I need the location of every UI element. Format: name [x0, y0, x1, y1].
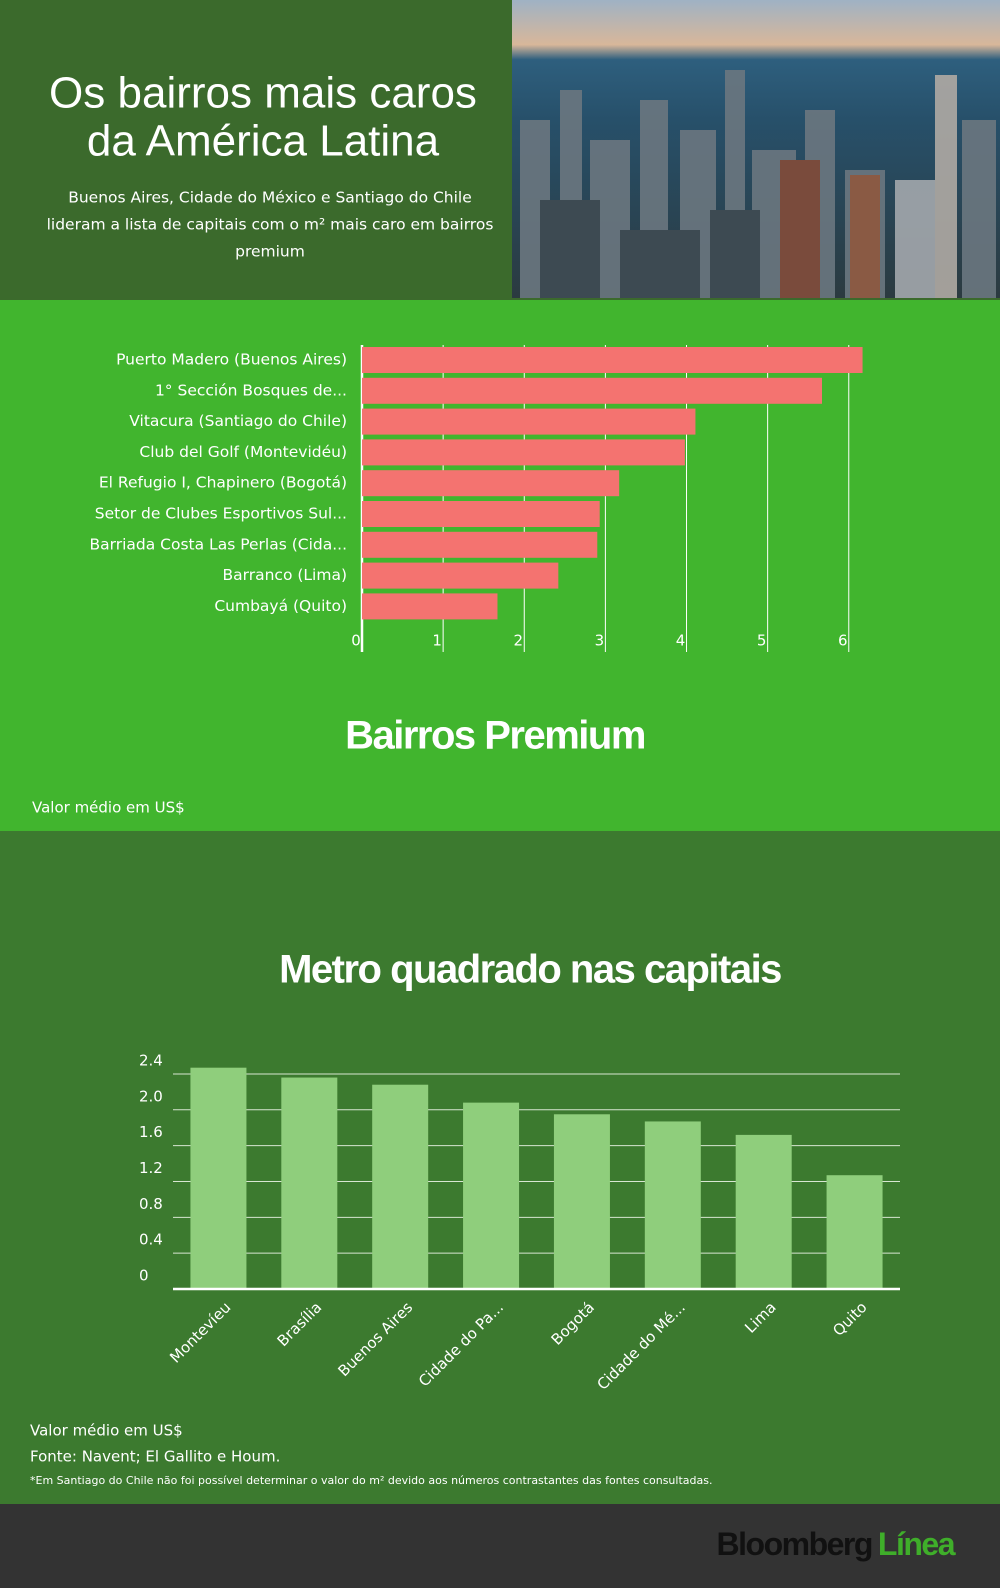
footnote: *Em Santiago do Chile não foi possível d…	[30, 1474, 712, 1487]
bar	[644, 1121, 701, 1289]
source: Fonte: Navent; El Gallito e Houm.	[30, 1448, 280, 1466]
bar	[735, 1134, 792, 1289]
x-tick-label: 3	[595, 632, 605, 650]
brand-logo: Bloomberg Línea	[717, 1526, 956, 1562]
city-photo	[512, 0, 1000, 298]
page-title: da América Latina	[87, 117, 440, 166]
page-subtitle: Buenos Aires, Cidade do México e Santiag…	[68, 189, 472, 207]
bar	[190, 1067, 247, 1289]
x-tick-label: 0	[351, 632, 361, 650]
y-tick-label: Vitacura (Santiago do Chile)	[129, 412, 347, 430]
bar	[372, 1084, 429, 1289]
bar	[362, 562, 559, 589]
chart-title: Metro quadrado nas capitais	[279, 948, 781, 992]
bar	[362, 408, 696, 435]
bar	[553, 1114, 610, 1289]
y-tick-label: 0	[139, 1267, 149, 1285]
y-tick-label: 0.8	[139, 1195, 163, 1213]
y-tick-label: Barranco (Lima)	[223, 566, 348, 584]
x-tick-label: 2	[513, 632, 523, 650]
y-tick-label: Club del Golf (Montevidéu)	[139, 443, 347, 461]
y-tick-label: Barriada Costa Las Perlas (Cida...	[90, 535, 348, 553]
y-tick-label: El Refugio I, Chapinero (Bogotá)	[99, 474, 347, 492]
bar	[362, 501, 600, 527]
y-tick-label: Cumbayá (Quito)	[214, 597, 347, 615]
x-tick-label: 1	[432, 632, 442, 650]
y-tick-label: 1.2	[139, 1159, 163, 1177]
page-subtitle: lideram a lista de capitais com o m² mai…	[47, 216, 494, 234]
bar	[362, 347, 863, 373]
bar	[362, 470, 620, 497]
bar	[362, 439, 685, 466]
bar	[362, 531, 598, 558]
y-tick-label: 2.0	[139, 1087, 163, 1105]
y-tick-label: 1° Sección Bosques de...	[155, 381, 347, 399]
bar	[362, 377, 823, 404]
y-tick-label: 1.6	[139, 1123, 163, 1141]
footer-bg	[0, 1504, 1000, 1588]
y-tick-label: Puerto Madero (Buenos Aires)	[116, 351, 347, 369]
brand-suffix: Línea	[878, 1526, 956, 1562]
bar	[826, 1175, 883, 1289]
chart-note: Valor médio em US$	[32, 799, 185, 817]
page-subtitle: premium	[235, 243, 305, 261]
x-tick-label: 5	[757, 632, 767, 650]
y-tick-label: Setor de Clubes Esportivos Sul...	[95, 505, 347, 523]
x-tick-label: 4	[676, 632, 686, 650]
chart-note: Valor médio em US$	[30, 1422, 183, 1440]
page-title: Os bairros mais caros	[49, 69, 477, 118]
y-tick-label: 0.4	[139, 1231, 163, 1249]
chart-title: Bairros Premium	[345, 714, 645, 758]
brand-name: Bloomberg	[717, 1526, 872, 1562]
y-tick-label: 2.4	[139, 1051, 163, 1069]
bar	[281, 1077, 338, 1289]
x-tick-label: 6	[838, 632, 848, 650]
bar	[362, 593, 498, 620]
bar	[463, 1102, 520, 1289]
